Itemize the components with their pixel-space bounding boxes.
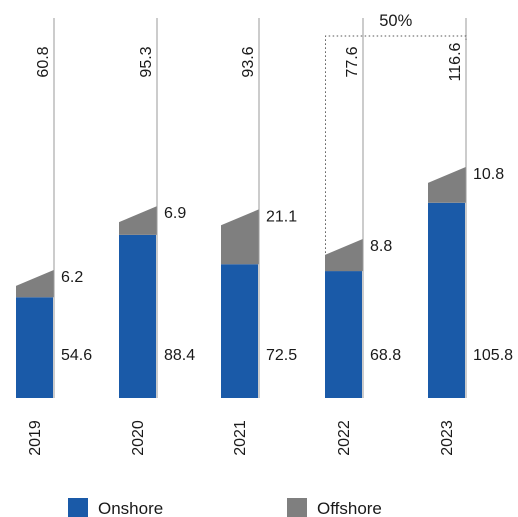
bar-offshore-2021 [221,209,259,265]
growth-bracket [325,35,467,253]
label-onshore-2023: 105.8 [473,347,513,364]
label-onshore-2021: 72.5 [266,347,297,364]
label-total-2021: 93.6 [240,46,257,77]
bar-offshore-2023 [428,166,466,203]
label-total-2019: 60.8 [35,46,52,77]
legend-swatch-offshore [287,498,307,517]
label-total-2022: 77.6 [344,46,361,77]
label-onshore-2022: 68.8 [370,347,401,364]
label-offshore-2022: 8.8 [370,238,392,255]
bar-offshore-2020 [119,206,157,235]
x-tick-2019: 2019 [27,420,44,456]
bar-onshore-2023 [428,202,465,398]
x-tick-2020: 2020 [130,420,147,456]
label-total-2023: 116.6 [447,42,464,81]
label-offshore-2021: 21.1 [266,208,297,225]
bar-offshore-2022 [325,238,363,272]
legend-label-onshore: Onshore [98,499,163,517]
legend-label-offshore: Offshore [317,499,382,517]
label-total-2020: 95.3 [138,46,155,77]
growth-annotation-label: 50% [379,12,412,30]
bar-onshore-2019 [16,297,53,398]
label-offshore-2019: 6.2 [61,269,83,286]
legend-swatch-onshore [68,498,88,517]
label-offshore-2023: 10.8 [473,166,504,183]
label-offshore-2020: 6.9 [164,205,186,222]
label-onshore-2020: 88.4 [164,347,195,364]
x-tick-2023: 2023 [439,420,456,456]
bar-onshore-2020 [119,234,156,398]
bar-onshore-2022 [325,271,362,398]
x-tick-2021: 2021 [232,420,249,456]
bar-onshore-2021 [221,264,258,398]
bar-offshore-2019 [16,269,54,298]
x-tick-2022: 2022 [336,420,353,456]
label-onshore-2019: 54.6 [61,347,92,364]
